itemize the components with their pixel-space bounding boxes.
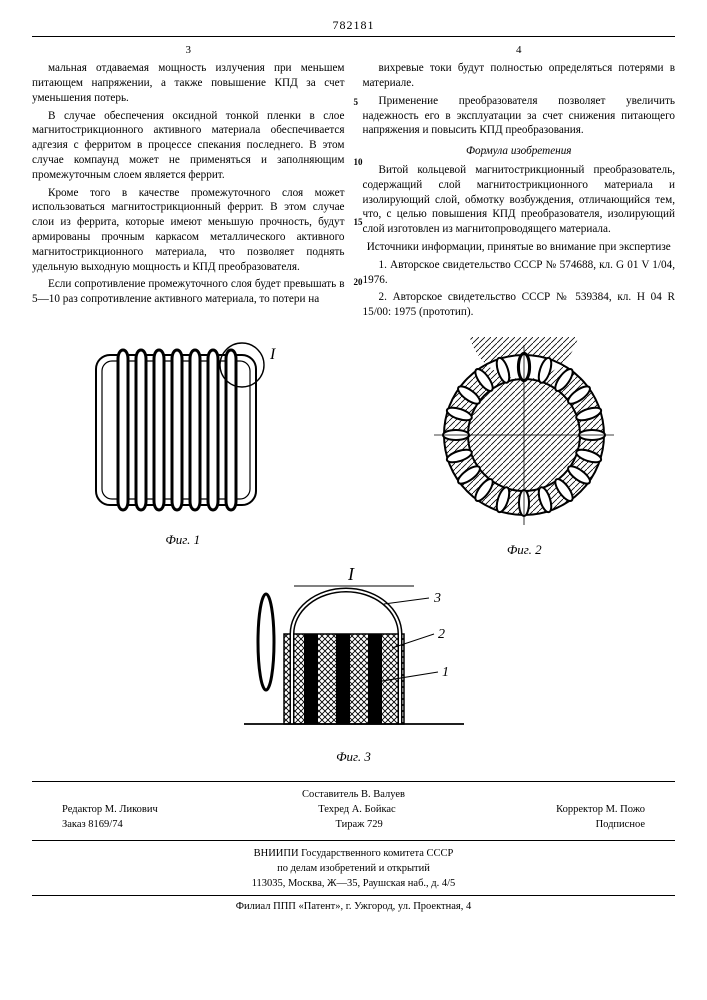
fig1-svg: I xyxy=(78,337,288,527)
figures-block: I Фиг. 1 xyxy=(32,337,675,765)
detail-mark: I xyxy=(269,346,276,363)
credit-row-1: Редактор М. Ликович Техред А. Бойкас Кор… xyxy=(32,803,675,818)
para: Витой кольцевой магнитострикционный прео… xyxy=(363,163,676,237)
org1: ВНИИПИ Государственного комитета СССР xyxy=(32,847,675,862)
figure-1: I Фиг. 1 xyxy=(78,337,288,558)
para: мальная отдаваемая мощность излучения пр… xyxy=(32,61,345,105)
para: В случае обеспечения оксидной тонкой пле… xyxy=(32,109,345,183)
right-col-number: 4 xyxy=(363,43,676,58)
fig3-svg: I xyxy=(214,564,494,744)
org2: по делам изобретений и открытий xyxy=(32,862,675,877)
source: 2. Авторское свидетельство СССР № 539384… xyxy=(363,290,676,320)
line-num: 15 xyxy=(354,217,363,229)
para: Кроме того в качестве промежуточного сло… xyxy=(32,186,345,275)
source: 1. Авторское свидетельство СССР № 574688… xyxy=(363,258,676,288)
fig3-label: Фиг. 3 xyxy=(336,748,371,765)
sub: Подписное xyxy=(596,818,645,833)
compiler: Составитель В. Валуев xyxy=(32,788,675,803)
text-columns: 3 мальная отдаваемая мощность излучения … xyxy=(32,43,675,323)
editor: Редактор М. Ликович xyxy=(62,803,158,818)
para: вихревые токи будут полностью определять… xyxy=(363,61,676,91)
detail-mark: I xyxy=(347,564,355,584)
line-num: 20 xyxy=(354,277,363,289)
addr1: 113035, Москва, Ж—35, Раушская наб., д. … xyxy=(32,877,675,892)
left-col-number: 3 xyxy=(32,43,345,58)
figures-row-1: I Фиг. 1 xyxy=(32,337,675,558)
tech: Техред А. Бойкас xyxy=(318,803,396,818)
callout-3: 3 xyxy=(433,591,441,606)
org3: Филиал ППП «Патент», г. Ужгород, ул. Про… xyxy=(32,900,675,915)
credit-row-2: Заказ 8169/74 Тираж 729 Подписное xyxy=(32,818,675,833)
patent-number: 782181 xyxy=(32,18,675,37)
callout-1: 1 xyxy=(442,665,449,680)
sources-heading: Источники информации, принятые во вниман… xyxy=(363,240,676,255)
fig2-svg xyxy=(419,337,629,537)
right-column: 4 вихревые токи будут полностью определя… xyxy=(363,43,676,323)
para: Если сопротивление промежуточного слоя б… xyxy=(32,277,345,307)
line-num: 5 xyxy=(354,97,359,109)
figure-2: Фиг. 2 xyxy=(419,337,629,558)
para: Применение преобразователя позволяет уве… xyxy=(363,94,676,138)
fig1-label: Фиг. 1 xyxy=(165,531,200,548)
formula-heading: Формула изобретения xyxy=(363,144,676,159)
figure-3: I xyxy=(214,564,494,765)
patent-page: 782181 3 мальная отдаваемая мощность изл… xyxy=(0,0,707,1000)
callout-2: 2 xyxy=(438,627,445,642)
colophon: Составитель В. Валуев Редактор М. Ликови… xyxy=(32,781,675,915)
left-column: 3 мальная отдаваемая мощность излучения … xyxy=(32,43,345,323)
tirage: Тираж 729 xyxy=(335,818,382,833)
fig2-label: Фиг. 2 xyxy=(507,541,542,558)
order: Заказ 8169/74 xyxy=(62,818,123,833)
corrector: Корректор М. Пожо xyxy=(556,803,645,818)
line-num: 10 xyxy=(354,157,363,169)
